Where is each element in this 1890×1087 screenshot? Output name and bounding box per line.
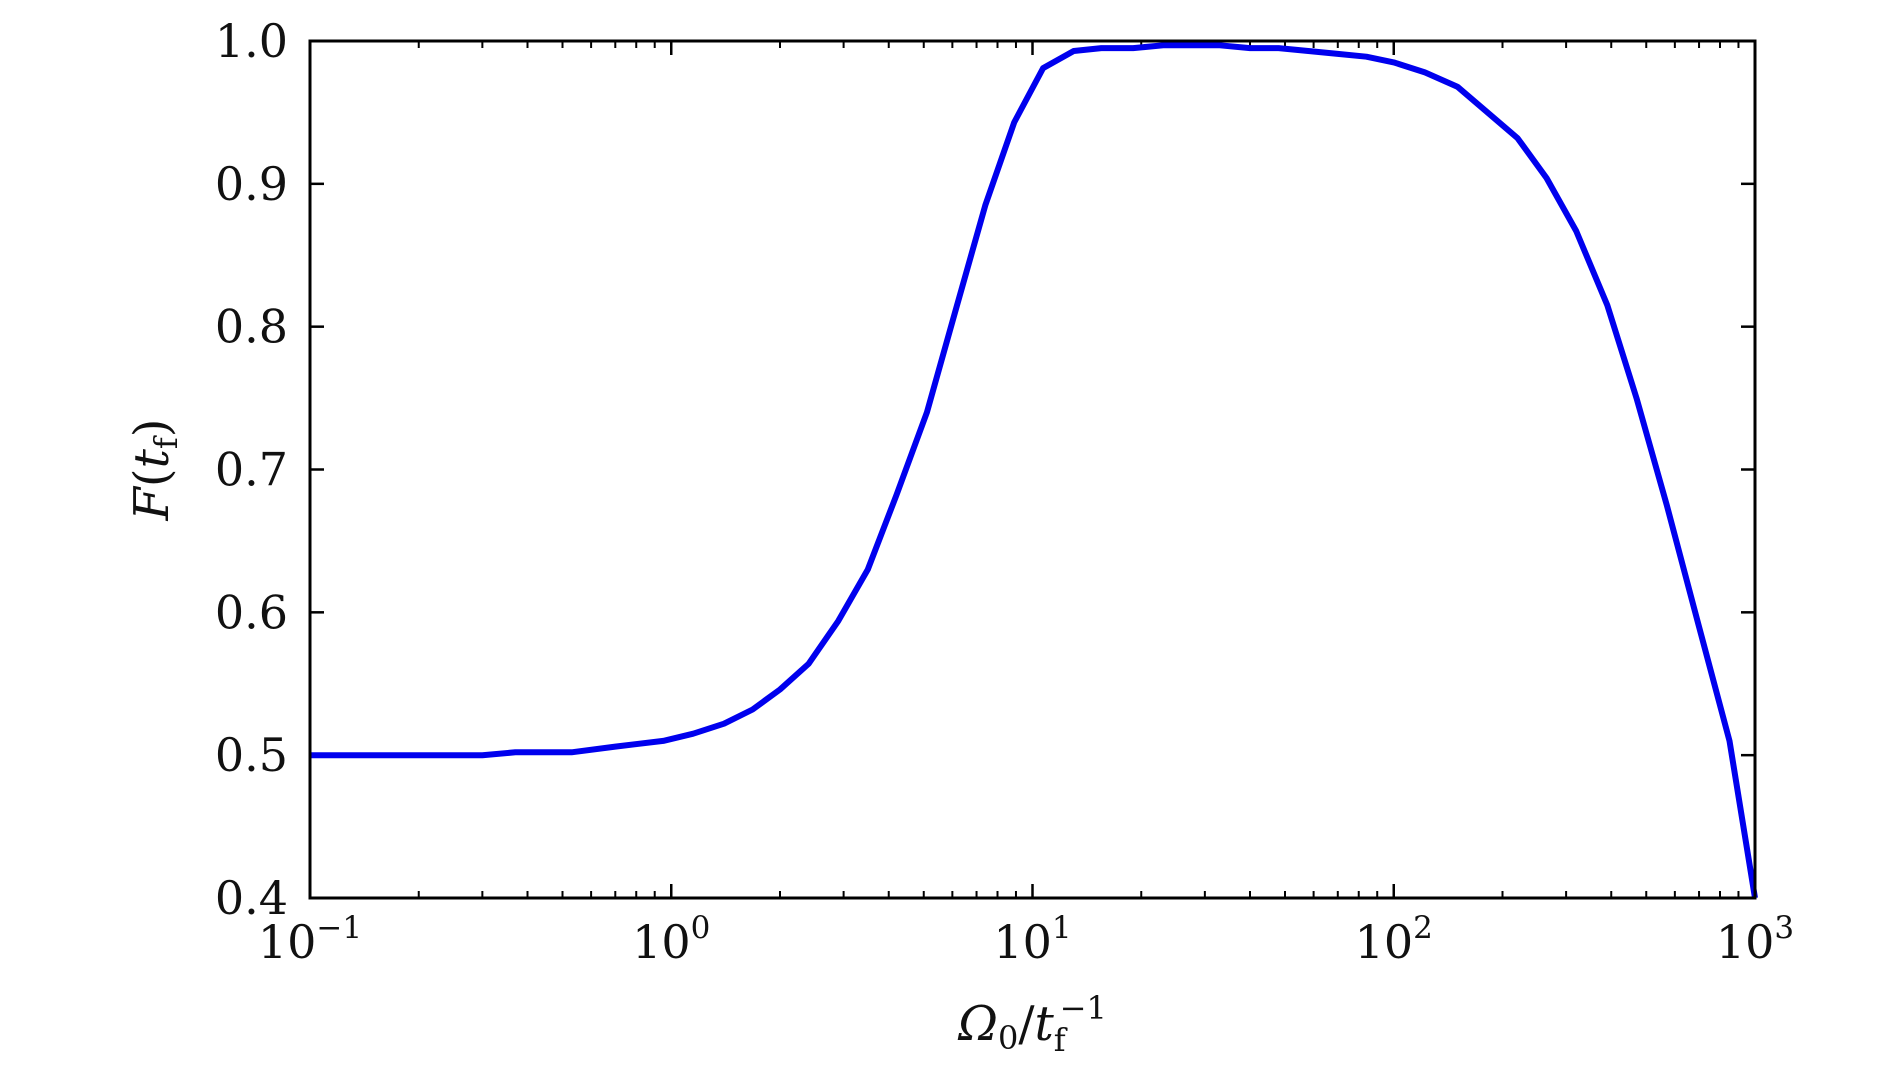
x-label-main: Ω — [957, 996, 998, 1052]
y-label-var-sub: f — [147, 435, 185, 449]
x-tick-label: 100 — [632, 910, 710, 969]
x-tick-label: 102 — [1355, 910, 1433, 969]
x-tick-exponent: −1 — [316, 910, 362, 946]
y-tick-label: 0.8 — [215, 300, 288, 354]
x-tick-labels: 10−1 100 101 102 103 — [258, 910, 1794, 969]
x-tick-label: 103 — [1716, 910, 1794, 969]
y-tick-label: 0.6 — [215, 585, 288, 639]
y-label-open: ( — [124, 468, 180, 487]
x-tick-base: 10 — [993, 915, 1052, 969]
x-label-var-sup: −1 — [1060, 989, 1107, 1027]
x-tick-exponent: 1 — [1052, 910, 1072, 946]
y-tick-labels: 0.4 0.5 0.6 0.7 0.8 0.9 1.0 — [215, 14, 288, 925]
x-label-var: t — [1035, 996, 1055, 1052]
y-tick-label: 0.5 — [215, 728, 288, 782]
x-tick-exponent: 3 — [1774, 910, 1794, 946]
x-tick-base: 10 — [1355, 915, 1414, 969]
y-label-main: F — [124, 485, 180, 521]
y-label-var: t — [124, 448, 180, 468]
data-line — [310, 42, 1758, 899]
x-tick-exponent: 0 — [691, 910, 711, 946]
x-label-var-sub: f — [1054, 1021, 1068, 1059]
y-tick-label: 0.7 — [215, 443, 288, 497]
y-tick-label: 0.9 — [215, 157, 288, 211]
y-label-close: ) — [124, 419, 180, 438]
x-label-sub: 0 — [998, 1019, 1018, 1057]
x-tick-base: 10 — [258, 915, 317, 969]
x-label-slash: / — [1018, 996, 1035, 1052]
y-tick-label: 1.0 — [215, 14, 288, 68]
x-tick-exponent: 2 — [1413, 910, 1433, 946]
y-tick-label: 0.4 — [215, 871, 288, 925]
x-tick-base: 10 — [632, 915, 691, 969]
x-tick-label: 10−1 — [258, 910, 362, 969]
x-tick-label: 101 — [993, 910, 1071, 969]
x-axis-label: Ω0/tf−1 — [957, 989, 1107, 1059]
y-axis-label: F(tf) — [124, 419, 185, 522]
plot-frame — [308, 39, 1757, 900]
x-tick-base: 10 — [1716, 915, 1775, 969]
